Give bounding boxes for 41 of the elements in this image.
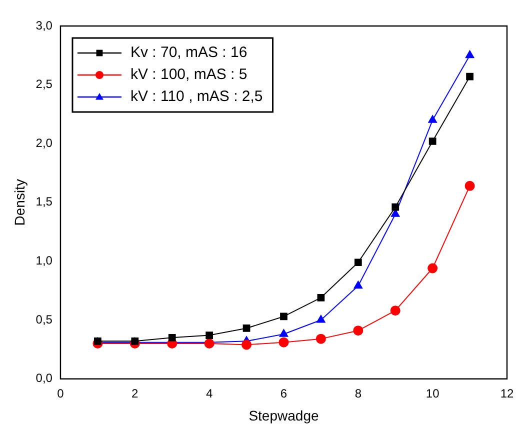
point <box>428 263 438 274</box>
x-tick-label: 8 <box>354 386 362 400</box>
point <box>317 294 325 302</box>
point <box>428 138 436 145</box>
x-tick-label: 6 <box>280 386 288 400</box>
x-tick-label: 0 <box>57 386 64 400</box>
y-tick-label: 0,0 <box>36 371 53 386</box>
point <box>316 315 326 323</box>
point <box>278 337 289 348</box>
point <box>280 312 288 320</box>
y-tick-label: 2,5 <box>36 77 53 92</box>
point <box>353 326 364 336</box>
point <box>354 280 363 289</box>
legend-label: kV : 100, mAS : 5 <box>130 66 248 84</box>
legend-label: Kv : 70, mAS : 16 <box>130 44 248 62</box>
point <box>466 72 474 80</box>
x-axis-title: Stepwadge <box>248 407 319 424</box>
y-tick-label: 0,5 <box>36 312 53 326</box>
point <box>428 115 437 123</box>
point <box>464 180 475 191</box>
point <box>279 329 288 337</box>
x-tick-label: 4 <box>206 386 213 400</box>
x-tick-label: 2 <box>132 386 139 400</box>
point <box>168 334 176 342</box>
y-tick-label: 1,0 <box>36 254 53 268</box>
legend-label: kV : 110 , mAS : 2,5 <box>130 88 263 106</box>
point <box>392 203 400 211</box>
y-tick-label: 1,5 <box>36 194 53 209</box>
point <box>465 50 474 58</box>
point <box>242 340 252 350</box>
point <box>204 338 214 349</box>
y-tick-label: 2,0 <box>36 136 53 150</box>
point <box>354 258 362 266</box>
y-axis-title: Density <box>11 179 28 226</box>
point <box>390 306 400 316</box>
point <box>316 334 326 344</box>
x-tick-label: 12 <box>500 386 514 400</box>
point <box>206 332 214 339</box>
point <box>242 324 250 332</box>
x-tick-label: 10 <box>426 386 440 400</box>
y-tick-label: 3,0 <box>36 18 53 32</box>
